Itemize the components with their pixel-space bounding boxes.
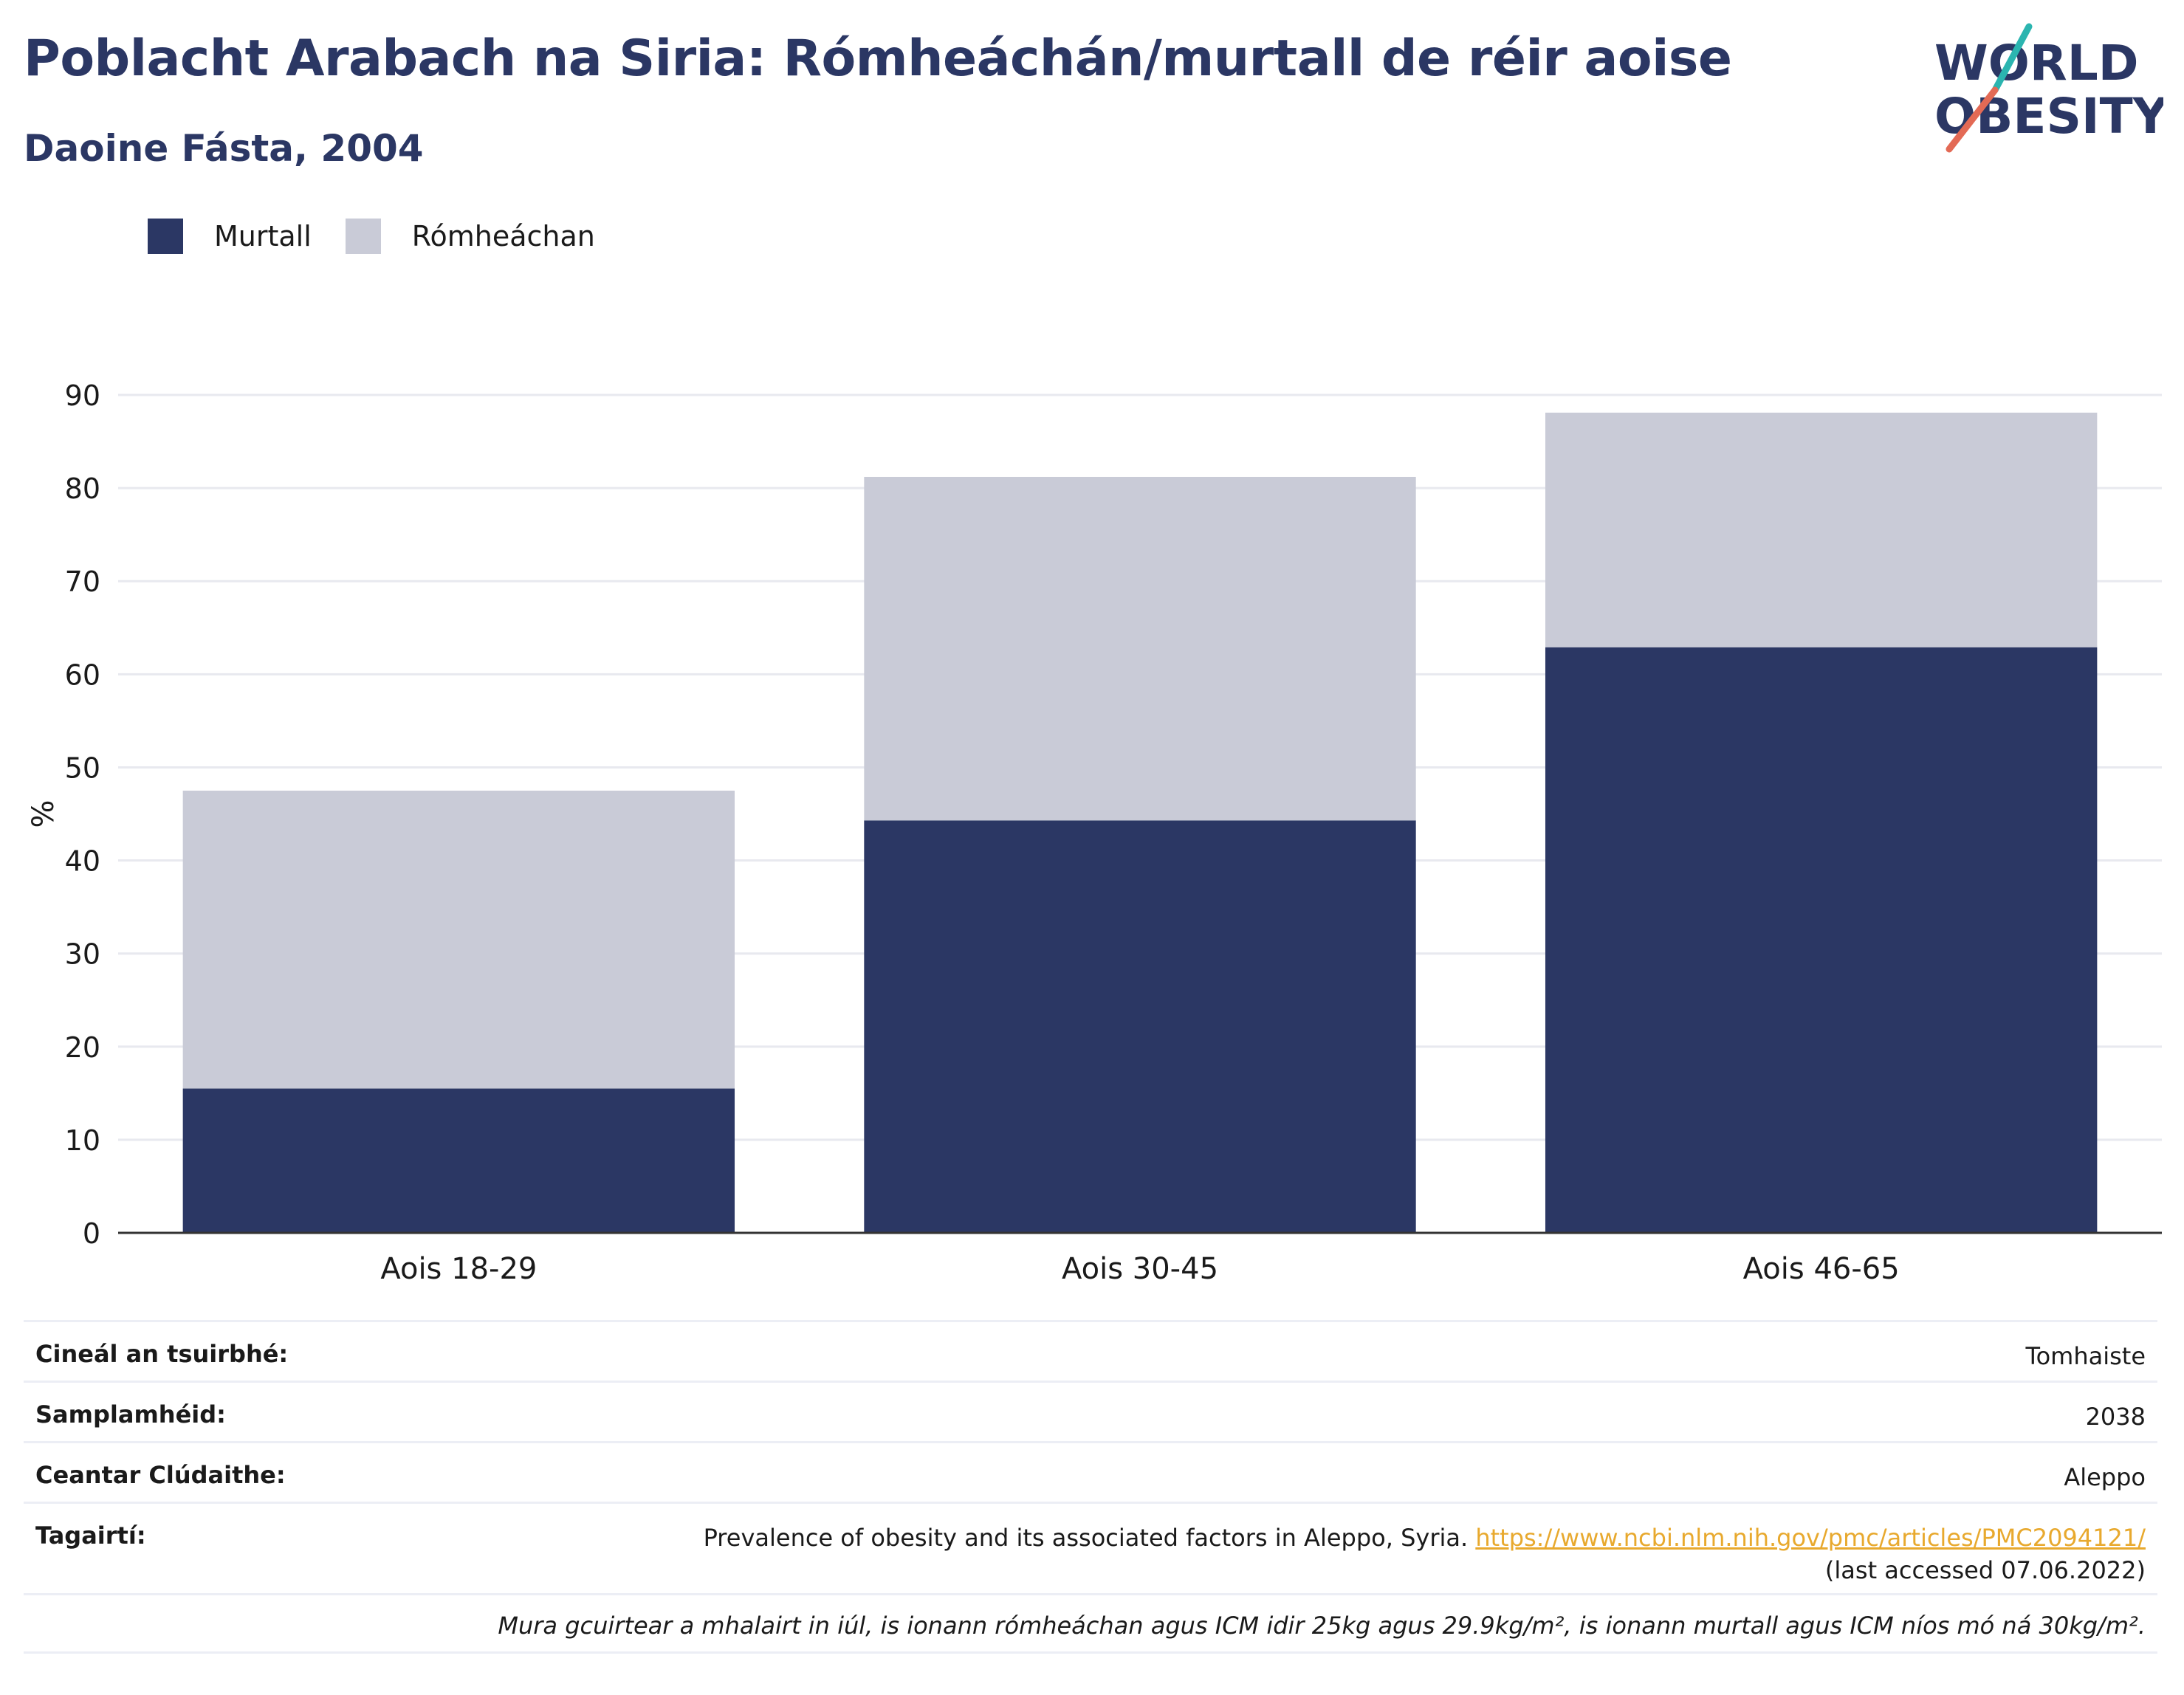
meta-value: Aleppo [2064, 1463, 2146, 1491]
page-title: Poblacht Arabach na Siria: Rómheáchán/mu… [24, 30, 1732, 88]
y-tick-label: 70 [65, 565, 100, 598]
legend-label-romheachan: Rómheáchan [411, 220, 595, 252]
reference-link[interactable]: https://www.ncbi.nlm.nih.gov/pmc/article… [1475, 1524, 2146, 1552]
meta-label: Ceantar Clúdaithe: [35, 1461, 286, 1489]
bar-romheachan [864, 476, 1416, 821]
survey-metadata: Cineál an tsuirbhé: Tomhaiste Samplamhéi… [24, 1320, 2157, 1654]
reference-suffix: (last accessed 07.06.2022) [1824, 1556, 2146, 1584]
legend-label-murtall: Murtall [214, 220, 312, 252]
logo-slash-teal [1991, 23, 2033, 94]
bar-romheachan [1545, 412, 2098, 647]
y-tick-label: 10 [65, 1124, 100, 1157]
x-tick-label: Aois 30-45 [1062, 1252, 1218, 1285]
meta-label: Samplamhéid: [35, 1400, 226, 1428]
legend-swatch-murtall [148, 219, 183, 254]
y-tick-label: 50 [65, 752, 100, 784]
page-subtitle: Daoine Fásta, 2004 [24, 127, 424, 170]
y-tick-label: 60 [65, 659, 100, 691]
meta-label: Cineál an tsuirbhé: [35, 1340, 289, 1368]
chart-legend: Murtall Rómheáchan [148, 219, 629, 254]
meta-row-references: Tagairtí: Prevalence of obesity and its … [24, 1502, 2157, 1593]
y-tick-label: 20 [65, 1031, 100, 1064]
logo-slash-coral [1946, 86, 1999, 153]
y-axis-label: % [27, 800, 61, 828]
bar-murtall [864, 820, 1416, 1233]
meta-row-area: Ceantar Clúdaithe: Aleppo [24, 1441, 2157, 1502]
meta-label: Tagairtí: [35, 1522, 146, 1550]
meta-value: Prevalence of obesity and its associated… [669, 1504, 2146, 1601]
meta-value: Tomhaiste [2025, 1342, 2146, 1370]
bar-murtall [182, 1088, 735, 1233]
y-tick-label: 30 [65, 938, 100, 971]
x-tick-label: Aois 18-29 [380, 1252, 537, 1285]
bmi-definition-note: Mura gcuirtear a mhalairt in iúl, is ion… [24, 1593, 2157, 1654]
y-tick-label: 0 [83, 1217, 100, 1250]
meta-row-sample-size: Samplamhéid: 2038 [24, 1381, 2157, 1441]
legend-swatch-romheachan [345, 219, 381, 254]
bar-romheachan [182, 790, 735, 1089]
reference-text: Prevalence of obesity and its associated… [703, 1524, 1476, 1552]
bar-murtall [1545, 647, 2098, 1233]
meta-row-survey-type: Cineál an tsuirbhé: Tomhaiste [24, 1320, 2157, 1381]
logo-text-obesity: OBESITY [1934, 88, 2163, 145]
y-tick-label: 90 [65, 379, 100, 412]
stacked-bar-chart: 0 10 20 30 40 50 60 70 80 90% Aois 18-29 Aois 30-45… [27, 379, 2162, 1285]
legend-item-romheachan[interactable]: Rómheáchan [345, 219, 595, 254]
y-tick-label: 40 [65, 845, 100, 878]
y-tick-label: 80 [65, 472, 100, 505]
legend-item-murtall[interactable]: Murtall [148, 219, 312, 254]
x-tick-label: Aois 46-65 [1743, 1252, 1900, 1285]
logo-text-world: WORLD [1934, 35, 2139, 92]
meta-value: 2038 [2085, 1403, 2146, 1431]
world-obesity-logo: WORLD OBESITY [1934, 23, 2163, 153]
